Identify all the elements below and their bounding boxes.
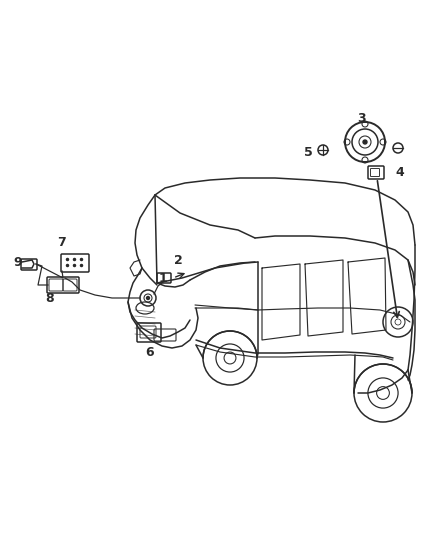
Text: 8: 8 bbox=[46, 292, 54, 304]
Text: 4: 4 bbox=[396, 166, 404, 179]
Text: 7: 7 bbox=[58, 237, 67, 249]
Circle shape bbox=[146, 296, 149, 300]
Text: 2: 2 bbox=[173, 254, 182, 266]
Circle shape bbox=[363, 140, 367, 144]
Text: 6: 6 bbox=[146, 345, 154, 359]
Text: 1: 1 bbox=[159, 271, 167, 285]
Text: 3: 3 bbox=[358, 111, 366, 125]
Text: 9: 9 bbox=[14, 255, 22, 269]
Text: 5: 5 bbox=[304, 146, 312, 158]
